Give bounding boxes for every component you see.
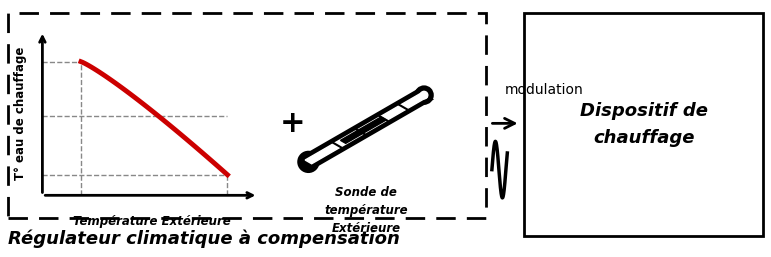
Ellipse shape xyxy=(416,87,433,104)
Text: T° eau de chauffage: T° eau de chauffage xyxy=(15,47,27,180)
Text: Dispositif de
chauffage: Dispositif de chauffage xyxy=(580,103,708,147)
Polygon shape xyxy=(301,91,431,166)
Ellipse shape xyxy=(298,152,318,172)
Text: Sonde de
température
Extérieure: Sonde de température Extérieure xyxy=(325,186,408,235)
Text: +: + xyxy=(280,109,306,138)
Text: modulation: modulation xyxy=(505,83,584,97)
Text: Régulateur climatique à compensation: Régulateur climatique à compensation xyxy=(8,230,399,248)
Polygon shape xyxy=(305,93,427,164)
Text: Température Extérieure: Température Extérieure xyxy=(73,215,231,227)
Ellipse shape xyxy=(420,91,428,99)
Polygon shape xyxy=(341,117,386,143)
